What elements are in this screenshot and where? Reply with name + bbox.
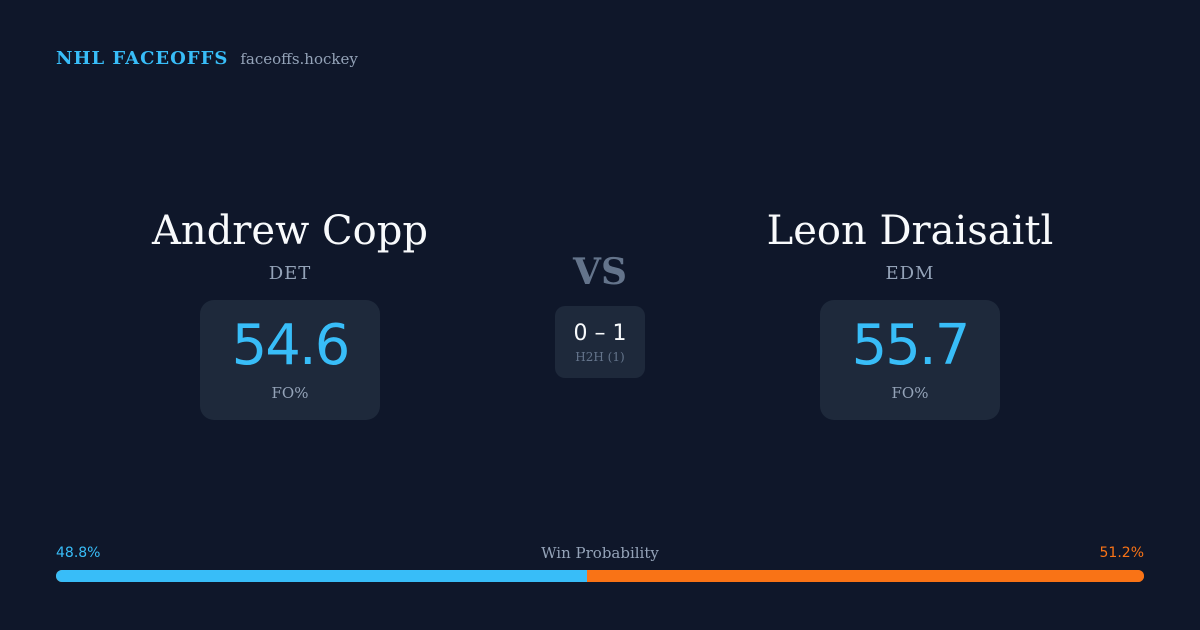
head-to-head-score: 0 – 1 (573, 320, 627, 346)
faceoff-label: FO% (891, 384, 929, 402)
win-probability-bar (56, 570, 1144, 582)
head-to-head-label: H2H (1) (575, 349, 625, 364)
win-probability: 48.8% Win Probability 51.2% (56, 544, 1144, 582)
matchup-center: VS 0 – 1 H2H (1) (540, 252, 660, 378)
win-probability-title: Win Probability (541, 544, 659, 562)
brand-title[interactable]: NHL FACEOFFS (56, 48, 229, 69)
win-probability-right: 51.2% (1099, 545, 1144, 561)
faceoff-stat-card: 54.6 FO% (199, 300, 381, 420)
player-right: Leon Draisaitl EDM 55.7 FO% (680, 205, 1140, 420)
brand-header: NHL FACEOFFS faceoffs.hockey (56, 48, 358, 69)
player-name[interactable]: Leon Draisaitl (766, 208, 1054, 254)
faceoff-percentage: 55.7 (851, 313, 971, 378)
win-probability-bar-right (586, 570, 1144, 582)
faceoff-label: FO% (271, 384, 309, 402)
win-probability-bar-left (56, 570, 587, 582)
head-to-head-card: 0 – 1 H2H (1) (555, 306, 645, 378)
faceoff-stat-card: 55.7 FO% (819, 300, 1001, 420)
win-probability-labels: 48.8% Win Probability 51.2% (56, 544, 1144, 562)
player-team: DET (268, 263, 312, 284)
brand-domain[interactable]: faceoffs.hockey (240, 50, 358, 68)
versus-label: VS (573, 251, 627, 293)
player-name[interactable]: Andrew Copp (152, 208, 428, 254)
win-probability-left: 48.8% (56, 545, 101, 561)
faceoff-percentage: 54.6 (231, 313, 351, 378)
player-team: EDM (885, 263, 935, 284)
player-left: Andrew Copp DET 54.6 FO% (60, 205, 520, 420)
